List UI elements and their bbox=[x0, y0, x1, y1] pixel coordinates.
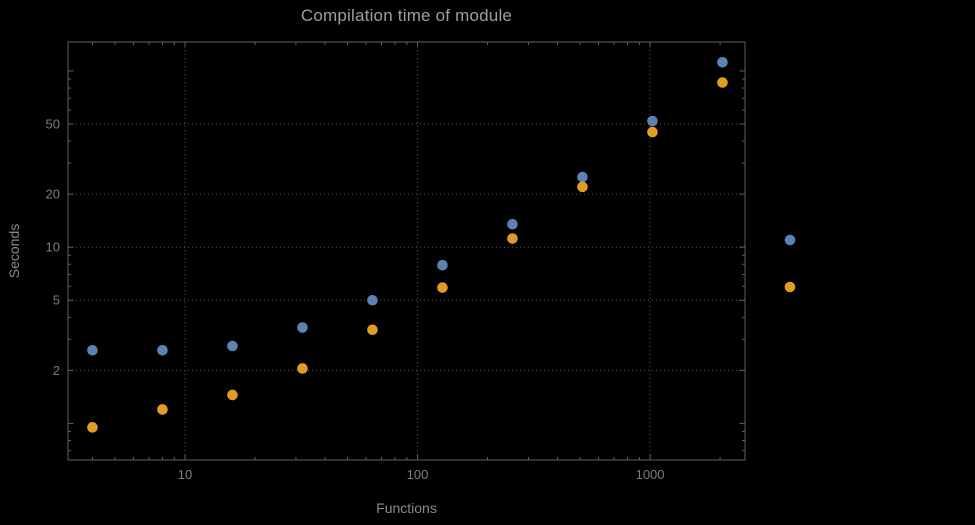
data-point-blue bbox=[367, 294, 378, 306]
y-tick-label: 20 bbox=[46, 187, 60, 202]
data-point-blue bbox=[647, 115, 658, 127]
data-point-orange bbox=[717, 77, 728, 88]
y-tick-label: 2 bbox=[53, 363, 60, 378]
data-point-orange bbox=[87, 422, 98, 433]
x-axis-label: Functions bbox=[376, 500, 437, 516]
data-point-orange bbox=[157, 404, 168, 415]
data-point-orange bbox=[297, 363, 308, 374]
data-point-orange bbox=[577, 181, 588, 193]
y-tick-label: 10 bbox=[46, 240, 60, 255]
x-tick-label: 10 bbox=[178, 467, 192, 482]
data-point-orange bbox=[367, 324, 378, 336]
data-point-blue bbox=[87, 344, 98, 356]
x-tick-label: 100 bbox=[407, 467, 429, 482]
data-point-orange bbox=[227, 389, 238, 401]
legend-marker-orange bbox=[784, 281, 796, 293]
y-tick-label: 50 bbox=[46, 117, 60, 132]
y-axis-label: Seconds bbox=[6, 223, 22, 279]
data-point-blue bbox=[507, 218, 518, 230]
data-point-orange bbox=[437, 282, 448, 293]
y-tick-label: 5 bbox=[53, 293, 60, 308]
plot-frame bbox=[67, 41, 746, 461]
data-point-blue bbox=[227, 340, 238, 352]
data-point-orange bbox=[647, 126, 658, 138]
data-point-blue bbox=[157, 344, 168, 356]
legend-marker-blue bbox=[784, 234, 796, 246]
data-point-blue bbox=[577, 171, 588, 183]
data-point-orange bbox=[507, 233, 518, 244]
chart-title: Compilation time of module bbox=[300, 6, 513, 25]
data-point-blue bbox=[297, 322, 308, 333]
data-point-blue bbox=[717, 56, 728, 68]
x-tick-label: 1000 bbox=[636, 467, 665, 482]
data-point-blue bbox=[437, 259, 448, 271]
